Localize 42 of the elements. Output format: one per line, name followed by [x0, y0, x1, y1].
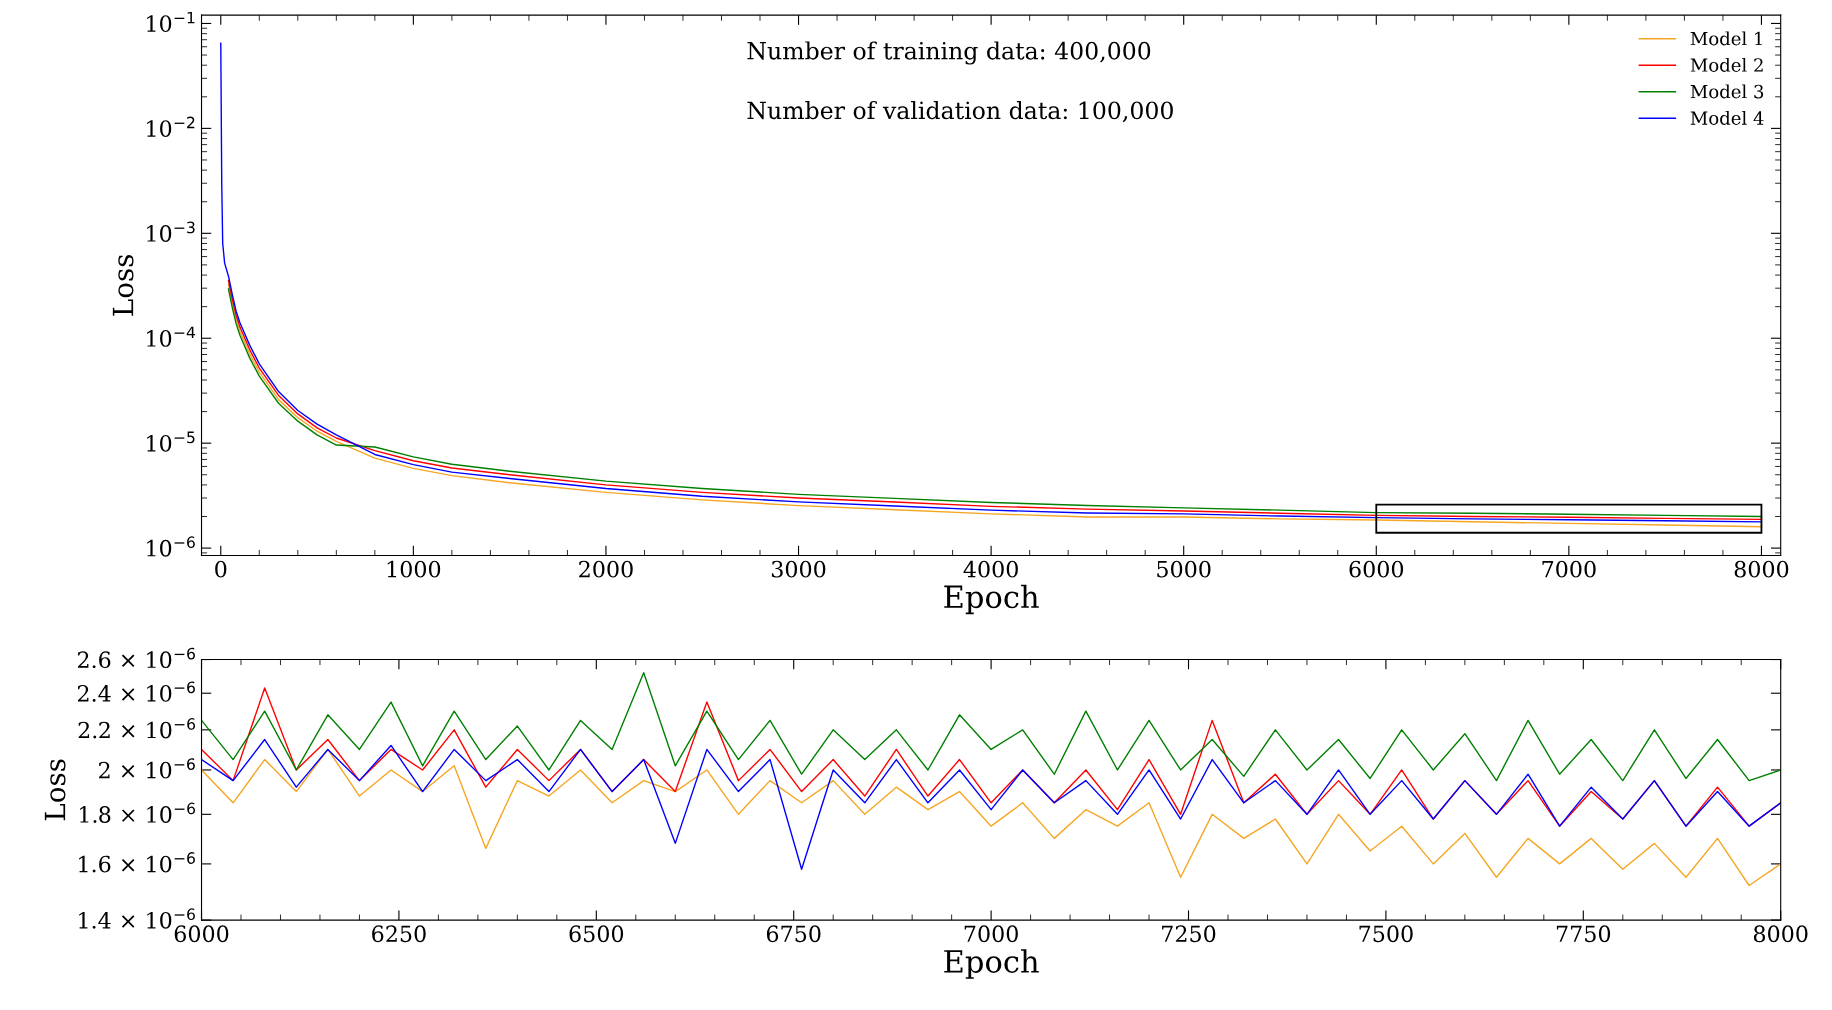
y-tick-label: 10$^{−4}$ — [147, 326, 195, 347]
legend-label: Model 4 — [1690, 110, 1764, 125]
y-tick-label: 10$^{−1}$ — [147, 11, 195, 33]
x-tick-label: 7000 — [1542, 560, 1596, 578]
x-tick-label: 2000 — [579, 560, 633, 578]
y-tick-label: 10$^{−5}$ — [147, 431, 195, 452]
x-tick-label: 7250 — [1162, 925, 1216, 943]
x-tick-label: 7000 — [964, 925, 1018, 943]
x-tick-label: 5000 — [1157, 560, 1211, 578]
y-tick-label: 1.8 × 10$^{−6}$ — [80, 802, 196, 823]
line-series — [201, 671, 1781, 782]
y-tick-label: 10$^{−6}$ — [147, 536, 195, 557]
line-series — [201, 748, 1781, 887]
x-axis-title: Epoch — [944, 949, 1039, 979]
x-tick-label: 8000 — [1734, 560, 1789, 578]
x-tick-label: 8000 — [1753, 925, 1808, 943]
x-tick-label: 1000 — [387, 560, 441, 578]
y-tick-label: 10$^{−3}$ — [147, 221, 195, 242]
y-axis-title: Loss — [112, 254, 134, 316]
x-tick-label: 6000 — [1349, 560, 1404, 578]
x-tick-label: 7500 — [1359, 925, 1413, 943]
x-tick-label: 6250 — [372, 925, 426, 943]
x-tick-label: 6750 — [766, 925, 821, 943]
x-axis-title: Epoch — [944, 584, 1039, 615]
annotation: Number of validation data: 100,000 — [747, 100, 1173, 123]
x-tick-label: 6500 — [569, 925, 624, 943]
x-tick-label: 0 — [215, 560, 227, 578]
y-tick-label: 2.4 × 10$^{−6}$ — [77, 681, 195, 702]
y-tick-label: 1.6 × 10$^{−6}$ — [79, 852, 195, 873]
y-tick-label: 10$^{−2}$ — [147, 116, 195, 137]
x-tick-label: 4000 — [963, 560, 1018, 578]
line-series — [201, 738, 1781, 870]
y-axis-title: Loss — [44, 759, 66, 821]
legend-label: Model 2 — [1690, 57, 1763, 72]
legend-label: Model 3 — [1690, 84, 1764, 99]
annotation: Number of training data: 400,000 — [747, 41, 1151, 65]
y-tick-label: 2 × 10$^{−6}$ — [99, 758, 195, 779]
legend-label: Model 1 — [1690, 31, 1762, 46]
x-tick-label: 3000 — [771, 560, 826, 578]
x-tick-label: 7750 — [1556, 925, 1611, 943]
y-tick-label: 2.2 × 10$^{−6}$ — [78, 718, 196, 739]
y-tick-label: 2.6 × 10$^{−6}$ — [77, 647, 195, 669]
